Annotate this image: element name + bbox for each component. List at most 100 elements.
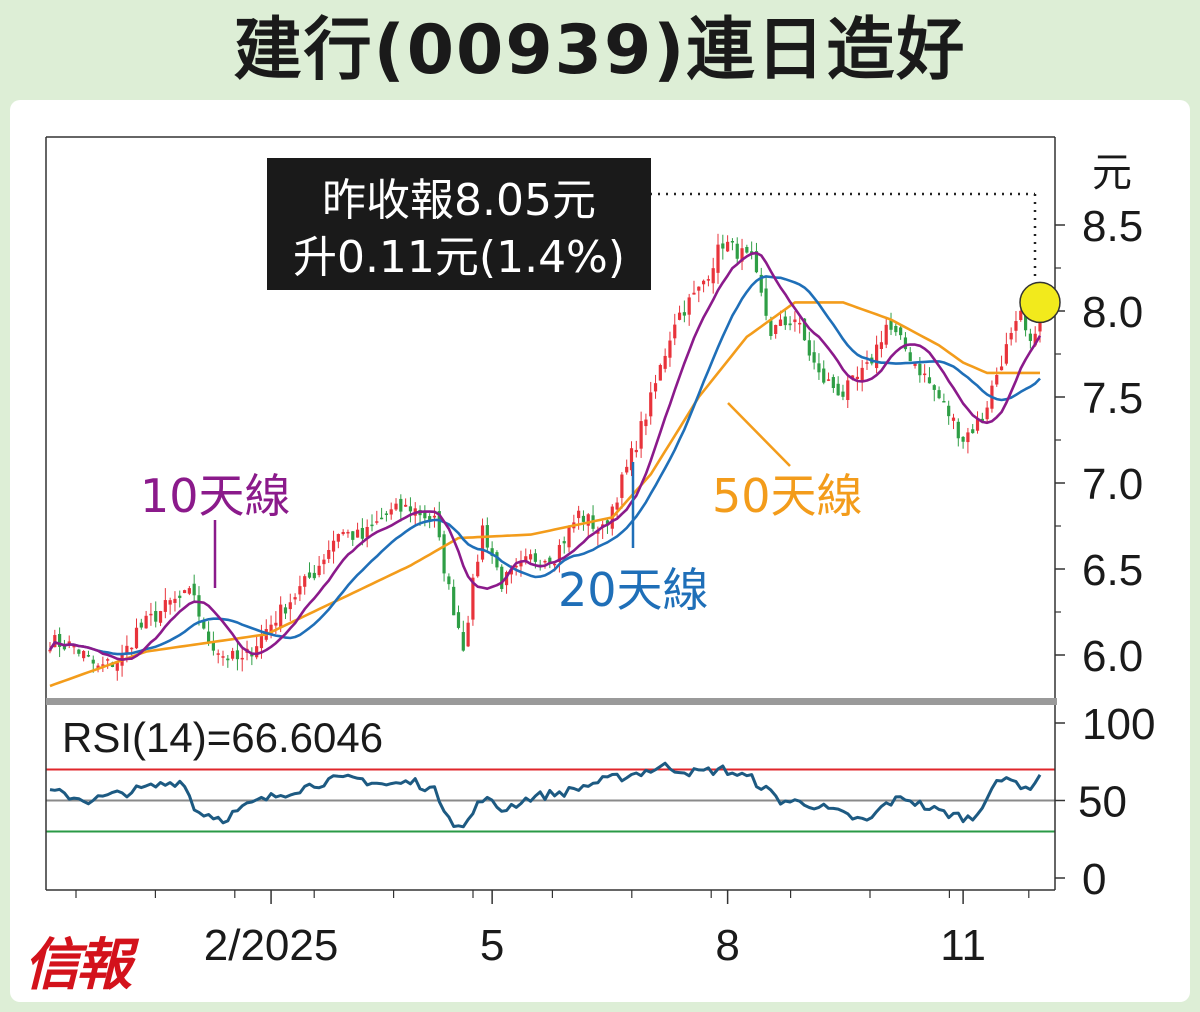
candle-body [101, 664, 105, 666]
candle-body [918, 363, 922, 376]
candle-body [428, 516, 432, 520]
candle-body [543, 560, 547, 563]
candle-body [836, 383, 840, 396]
candle-body [452, 586, 456, 616]
candle-body [1019, 310, 1023, 320]
ma50-leader [727, 402, 791, 467]
candle-body [817, 363, 821, 373]
x-tick-label: 11 [940, 921, 986, 970]
candle-body [961, 436, 965, 442]
candle-body [995, 374, 999, 385]
candle-body [226, 658, 230, 661]
ma50-line [49, 301, 1040, 688]
candle-body [764, 288, 768, 316]
candle-body [1028, 333, 1032, 341]
candle-body [269, 624, 273, 635]
x-tick-label: 2/2025 [204, 921, 339, 970]
candle-body [980, 418, 984, 422]
candle-body [293, 597, 297, 600]
candle-body [759, 274, 763, 293]
rsi-line [49, 761, 1042, 829]
candle-body [899, 327, 903, 336]
candle-body [231, 650, 235, 659]
candle-body [130, 647, 134, 650]
candle-body [471, 577, 475, 620]
price-tick-label: 6.5 [1082, 546, 1143, 595]
candle-body [740, 248, 744, 262]
candle-body [577, 510, 581, 519]
candle-body [307, 572, 312, 578]
x-tick-label: 5 [480, 921, 504, 970]
candle-body [423, 511, 427, 519]
candle-body [442, 534, 446, 574]
candle-body [1014, 321, 1018, 331]
rsi-plot: RSI(14)=66.6046 [46, 714, 1055, 833]
candle-body [86, 655, 91, 657]
candle-body [259, 634, 264, 649]
candle-body [456, 612, 461, 628]
candle-body [687, 297, 691, 315]
candle-body [639, 421, 643, 449]
candle-body [355, 529, 360, 538]
candle-body [331, 540, 336, 552]
candle-body [548, 557, 552, 564]
price-plot [48, 233, 1042, 688]
candle-body [274, 622, 278, 626]
candle-body [336, 534, 340, 542]
candle-body [77, 649, 81, 654]
candle-body [879, 342, 884, 349]
candle-body [82, 651, 86, 659]
candle-body [106, 659, 110, 661]
candle-body [567, 526, 571, 548]
candle-body [235, 650, 240, 660]
candle-body [500, 566, 504, 589]
candle-body [158, 611, 163, 623]
candle-body [154, 611, 158, 622]
candle-body [798, 322, 802, 325]
candle-body [202, 620, 206, 629]
candle-body [221, 656, 225, 658]
candle-body [644, 419, 648, 427]
annotation-line1: 昨收報8.05元 [322, 175, 596, 226]
candle-body [716, 244, 720, 273]
candle-body [533, 553, 537, 562]
candle-body [192, 583, 196, 596]
candle-body [615, 502, 619, 510]
candle-body [197, 595, 201, 617]
candle-body [701, 280, 706, 285]
candle-body [1033, 333, 1037, 346]
candle-body [178, 595, 182, 598]
candle-body [562, 541, 566, 544]
candle-body [865, 362, 869, 364]
candle-body [351, 531, 355, 540]
ma50-label: 50天線 [712, 469, 863, 523]
candle-body [283, 607, 288, 614]
candle-body [380, 517, 384, 520]
candle-body [476, 561, 480, 577]
candle-body [96, 665, 100, 669]
ma10-line [48, 251, 1042, 662]
candle-body [466, 622, 470, 647]
axes: 6.0 6.5 7.0 7.5 8.0 8.5 元 0 50 100 2/2025 5 8 11 [45, 136, 1155, 970]
candle-body [975, 418, 980, 431]
candle-body [384, 513, 389, 515]
candle-body [187, 588, 191, 594]
candle-body [389, 509, 393, 515]
candle-body [807, 340, 811, 356]
candle-body [875, 344, 879, 369]
ma20-line [48, 275, 1041, 656]
candle-body [360, 527, 364, 539]
candle-body [553, 563, 557, 566]
candle-body [408, 506, 413, 512]
rsi-label: RSI(14)=66.6046 [62, 714, 383, 761]
candle-body [134, 627, 139, 649]
candle-body [519, 561, 523, 567]
candle-body [62, 644, 67, 650]
candle-body [144, 615, 148, 629]
candle-body [697, 286, 701, 291]
candle-body [663, 355, 667, 369]
candle-body [303, 576, 307, 587]
candle-body [509, 569, 513, 575]
candle-body [903, 337, 908, 350]
candle-body [206, 631, 211, 643]
